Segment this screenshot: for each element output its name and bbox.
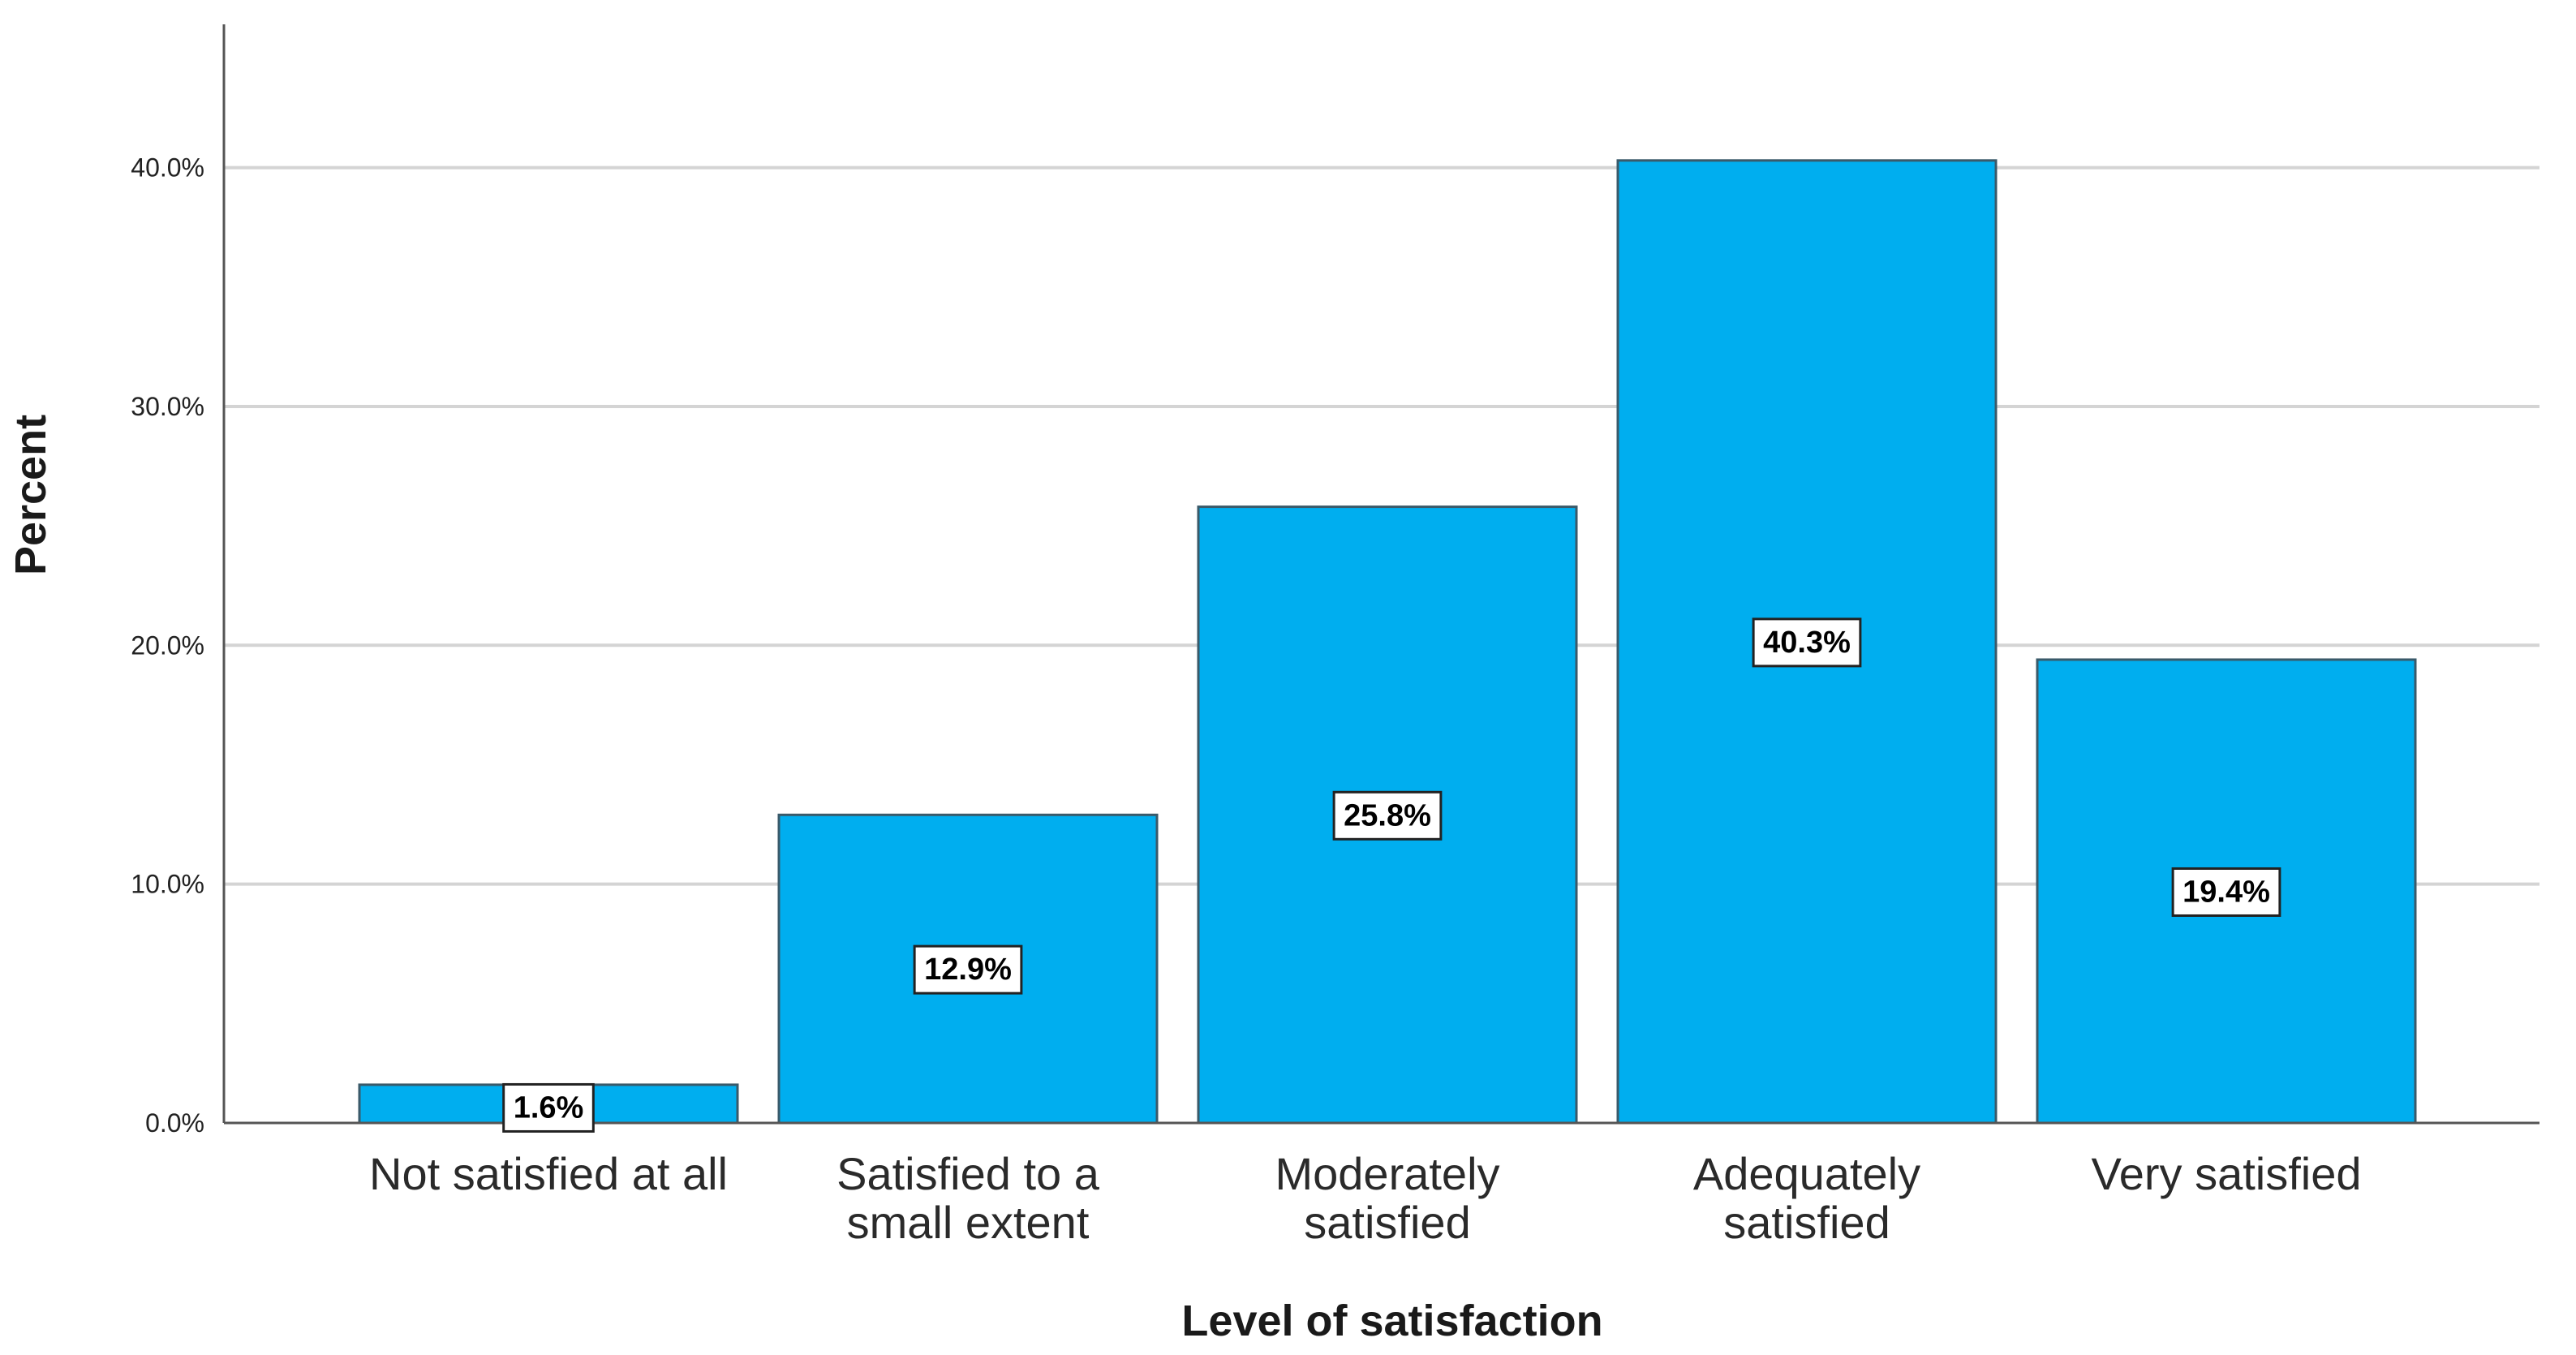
data-label: 1.6% [502,1082,595,1133]
category-label: satisfied [1723,1197,1890,1248]
data-label: 40.3% [1752,617,1862,668]
category-label: small extent [847,1197,1090,1248]
category-label: Very satisfied [2091,1148,2361,1199]
data-label: 12.9% [913,944,1023,995]
data-label: 19.4% [2171,867,2281,917]
category-label: Moderately [1275,1148,1499,1199]
category-label: Adequately [1693,1148,1920,1199]
y-tick-label: 10.0% [131,870,204,899]
data-label-text: 12.9% [924,953,1012,987]
y-tick-label: 0.0% [145,1108,204,1138]
category-labels: Not satisfied at all Satisfied to asmall … [369,1148,2362,1248]
data-labels: 1.6% 12.9% 25.8% 40.3% 19.4% [502,617,2281,1133]
data-label: 25.8% [1332,790,1443,841]
y-tick-label: 30.0% [131,392,204,421]
x-axis-title: Level of satisfaction [1181,1297,1602,1345]
data-label-text: 19.4% [2183,875,2270,909]
y-axis-title: Percent [6,415,55,575]
data-label-text: 1.6% [514,1090,584,1125]
y-tick-label: 20.0% [131,630,204,660]
data-label-box [913,944,1023,995]
axes [222,24,2539,1125]
data-label-text: 25.8% [1344,798,1431,832]
category-label: Not satisfied at all [369,1148,728,1199]
bars [358,159,2417,1125]
data-label-box [1752,617,1862,668]
y-tick-labels: 0.0% 10.0% 20.0% 30.0% 40.0% [131,153,204,1138]
data-label-box [2171,867,2281,917]
data-label-text: 40.3% [1763,626,1851,660]
y-tick-label: 40.0% [131,153,204,183]
data-label-box [502,1082,595,1133]
category-label: satisfied [1304,1197,1470,1248]
category-label: Satisfied to a [836,1148,1100,1199]
data-label-box [1332,790,1443,841]
